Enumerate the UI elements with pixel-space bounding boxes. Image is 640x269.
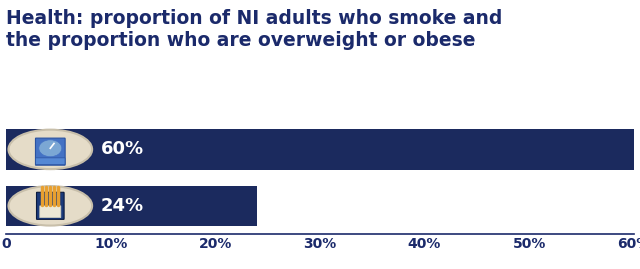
FancyBboxPatch shape xyxy=(40,206,61,218)
Bar xyxy=(6,186,257,226)
Ellipse shape xyxy=(8,130,92,169)
Text: 60%: 60% xyxy=(100,140,143,158)
Text: 24%: 24% xyxy=(100,197,143,215)
Ellipse shape xyxy=(8,186,92,226)
FancyBboxPatch shape xyxy=(36,158,65,165)
FancyBboxPatch shape xyxy=(35,138,65,165)
Ellipse shape xyxy=(39,140,62,157)
Bar xyxy=(6,129,634,170)
Text: Health: proportion of NI adults who smoke and
the proportion who are overweight : Health: proportion of NI adults who smok… xyxy=(6,9,503,50)
FancyBboxPatch shape xyxy=(36,192,64,219)
